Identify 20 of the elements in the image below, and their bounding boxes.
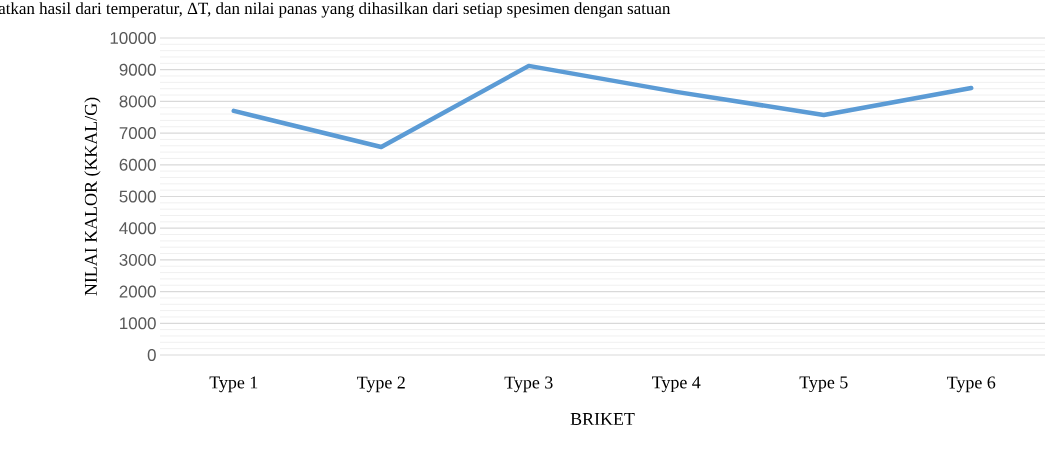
line-series [231, 63, 974, 150]
x-tick-label: Type 2 [357, 376, 405, 393]
y-tick-label: 1000 [120, 317, 156, 330]
x-tick-label: Type 4 [652, 376, 701, 393]
x-tick-label: Type 1 [209, 376, 258, 393]
y-tick-label: 9000 [119, 63, 156, 76]
x-tick-label: Type 6 [947, 376, 996, 393]
y-tick-label: 3000 [119, 253, 156, 266]
y-axis-title: NILAI KALOR (KKAL/G) [84, 97, 101, 296]
y-tick-label: 0 [147, 348, 156, 361]
y-tick-label: 10000 [110, 31, 156, 44]
y-tick-label: 5000 [119, 190, 156, 203]
y-tick-label: 7000 [119, 127, 156, 140]
x-tick-label: Type 5 [799, 376, 848, 393]
y-tick-label: 6000 [119, 158, 156, 171]
x-axis-title: BRIKET [570, 413, 635, 425]
x-tick-label: Type 3 [504, 376, 553, 393]
y-tick-label: 2000 [119, 285, 156, 298]
y-tick-label: 8000 [119, 95, 156, 108]
y-tick-label: 4000 [119, 222, 156, 235]
